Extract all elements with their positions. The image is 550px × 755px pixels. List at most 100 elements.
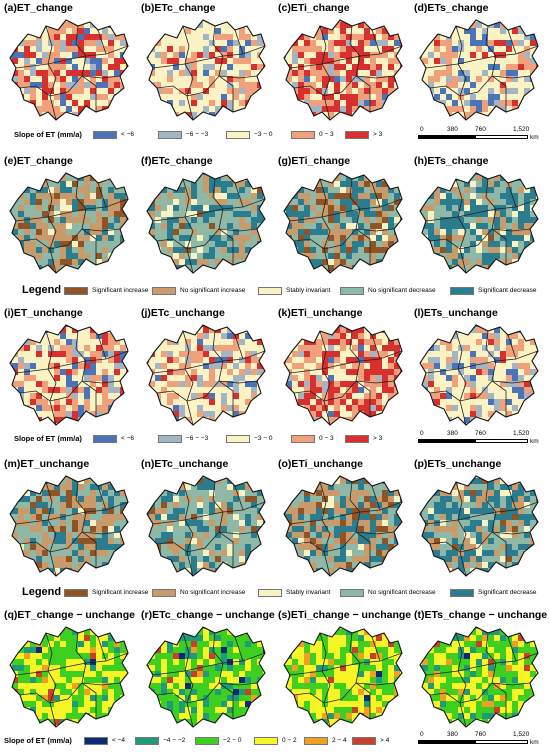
province-boundary bbox=[293, 682, 395, 704]
province-boundary bbox=[234, 29, 244, 55]
province-boundary bbox=[212, 632, 234, 719]
scale-bar-white bbox=[475, 439, 528, 443]
province-boundary bbox=[429, 228, 531, 250]
trend-swatch-3 bbox=[340, 589, 364, 597]
scale-tick-3: 1,520 bbox=[513, 430, 530, 437]
province-boundary bbox=[455, 330, 467, 425]
province-boundary bbox=[156, 228, 258, 250]
province-boundary bbox=[319, 25, 331, 120]
slope-label-3: 0 − 3 bbox=[319, 435, 334, 442]
province-boundary bbox=[455, 481, 467, 576]
scale-unit: km bbox=[530, 438, 539, 445]
panel-title: (q)ET_change − unchange bbox=[4, 609, 135, 621]
region-map bbox=[146, 324, 266, 426]
region-map bbox=[9, 324, 129, 426]
scale-unit: km bbox=[530, 134, 539, 141]
diff-swatch-0 bbox=[84, 737, 108, 745]
province-boundary bbox=[182, 481, 194, 576]
map-panel-7: (g)ETi_change bbox=[278, 155, 410, 281]
map-panel-6: (f)ETc_change bbox=[141, 155, 273, 281]
trend-label-3: No significant decrease bbox=[368, 589, 436, 596]
slope-label-1: −6 − −3 bbox=[186, 131, 209, 138]
province-boundary bbox=[75, 330, 97, 417]
province-boundary bbox=[371, 29, 381, 55]
map-panel-13: (m)ET_unchange bbox=[4, 458, 136, 584]
panel-title: (o)ETi_unchange bbox=[278, 458, 363, 470]
scale-bar-white bbox=[475, 135, 528, 139]
province-boundary bbox=[234, 485, 244, 511]
region-outline bbox=[283, 172, 403, 274]
province-boundary bbox=[507, 334, 517, 360]
scale-bar-black bbox=[418, 439, 475, 443]
slope-swatch-1 bbox=[158, 435, 182, 443]
region-outline bbox=[419, 324, 539, 426]
region-outline bbox=[283, 475, 403, 577]
trend-label-3: No significant decrease bbox=[368, 287, 436, 294]
slope-legend-2: Slope of ET (mm/a) < −6 −6 − −3 −3 − 0 0… bbox=[0, 431, 550, 447]
region-map bbox=[146, 626, 266, 728]
province-boundary bbox=[97, 636, 107, 662]
province-boundary bbox=[45, 178, 57, 273]
scale-tick-3: 1,520 bbox=[513, 126, 530, 133]
slope-swatch-0 bbox=[93, 131, 117, 139]
trend-swatch-0 bbox=[64, 287, 88, 295]
province-boundary bbox=[293, 531, 395, 553]
region-outline bbox=[9, 19, 129, 121]
province-boundary bbox=[293, 380, 395, 402]
province-boundary bbox=[45, 25, 57, 120]
trend-swatch-1 bbox=[152, 287, 176, 295]
slope-swatch-2 bbox=[226, 131, 250, 139]
province-boundary bbox=[455, 25, 467, 120]
province-boundary bbox=[234, 334, 244, 360]
map-panel-2: (b)ETc_change bbox=[141, 2, 273, 128]
province-boundary bbox=[319, 481, 331, 576]
province-boundary bbox=[485, 178, 507, 265]
province-boundary bbox=[349, 330, 371, 417]
province-boundary bbox=[455, 178, 467, 273]
map-panel-8: (h)ETs_change bbox=[414, 155, 546, 281]
scale-tick-0: 0 bbox=[420, 430, 424, 437]
province-boundary bbox=[75, 632, 97, 719]
scale-unit: km bbox=[530, 739, 539, 746]
scale-tick-1: 380 bbox=[447, 731, 458, 738]
scale-tick-2: 760 bbox=[475, 430, 486, 437]
region-outline bbox=[283, 19, 403, 121]
diff-label-1: −4 − −2 bbox=[163, 737, 186, 744]
trend-swatch-4 bbox=[450, 287, 474, 295]
province-boundary bbox=[212, 330, 234, 417]
province-boundary bbox=[371, 182, 381, 208]
province-boundary bbox=[182, 178, 194, 273]
map-panel-11: (k)ETi_unchange bbox=[278, 307, 410, 433]
region-map bbox=[283, 626, 403, 728]
map-panel-17: (q)ET_change − unchange bbox=[4, 609, 136, 735]
province-boundary bbox=[349, 25, 371, 112]
province-boundary bbox=[371, 636, 381, 662]
trend-label-1: No significant increase bbox=[180, 287, 246, 294]
region-map bbox=[9, 475, 129, 577]
slope-swatch-4 bbox=[345, 435, 369, 443]
panel-title: (t)ETs_change − unchange bbox=[414, 609, 548, 621]
diff-label-3: 0 − 2 bbox=[282, 737, 297, 744]
province-boundary bbox=[485, 25, 507, 112]
region-outline bbox=[9, 475, 129, 577]
region-outline bbox=[146, 172, 266, 274]
province-boundary bbox=[182, 25, 194, 120]
region-map bbox=[9, 19, 129, 121]
region-outline bbox=[146, 475, 266, 577]
scale-bar-1: 0 380 760 1,520 km bbox=[418, 126, 548, 148]
province-boundary bbox=[429, 682, 531, 704]
trend-legend-title: Legend bbox=[22, 284, 62, 296]
panel-title: (c)ETi_change bbox=[278, 2, 350, 14]
region-map bbox=[283, 172, 403, 274]
map-panel-19: (s)ETi_change − unchange bbox=[278, 609, 411, 735]
province-boundary bbox=[19, 228, 121, 250]
trend-swatch-0 bbox=[64, 589, 88, 597]
diff-swatch-3 bbox=[254, 737, 278, 745]
slope-label-0: < −6 bbox=[121, 435, 135, 442]
panel-title: (p)ETs_unchange bbox=[414, 458, 502, 470]
panel-title: (r)ETc_change − unchange bbox=[141, 609, 275, 621]
panel-title: (j)ETc_unchange bbox=[141, 307, 225, 319]
region-map bbox=[283, 475, 403, 577]
region-map bbox=[146, 19, 266, 121]
trend-label-2: Stably invariant bbox=[286, 589, 331, 596]
